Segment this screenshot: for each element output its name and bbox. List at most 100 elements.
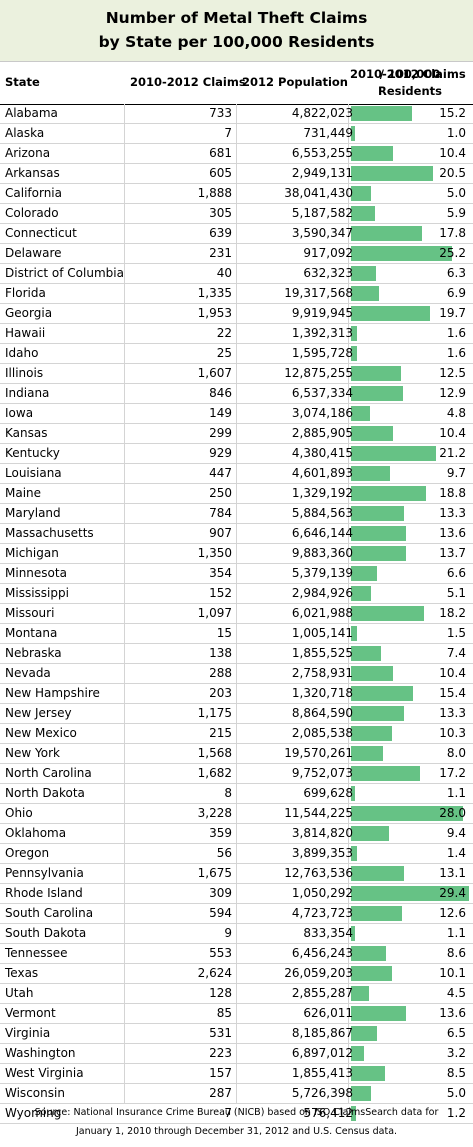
- rate-bar: [351, 1106, 356, 1121]
- state-cell: Utah: [5, 986, 34, 1000]
- claims-cell: 15: [216, 626, 232, 640]
- population-cell: 1,855,413: [291, 1066, 353, 1080]
- header-population: 2012 Population: [242, 75, 348, 89]
- population-cell: 26,059,203: [284, 966, 353, 980]
- claims-cell: 1,953: [197, 306, 232, 320]
- table-row: Indiana 846 6,537,334 12.9: [0, 384, 473, 404]
- claims-cell: 359: [209, 826, 232, 840]
- rate-cell: 7.4: [446, 646, 466, 660]
- claims-cell: 2,624: [197, 966, 232, 980]
- rate-bar: [351, 486, 426, 501]
- population-cell: 576,412: [303, 1106, 353, 1120]
- rate-cell: 25.2: [439, 246, 466, 260]
- claims-cell: 531: [209, 1026, 232, 1040]
- rate-bar: [351, 606, 424, 621]
- table-row: Minnesota 354 5,379,139 6.6: [0, 564, 473, 584]
- population-cell: 6,646,144: [291, 526, 353, 540]
- table-header: State 2010-2012 Claims 2012 Population 2…: [0, 61, 473, 105]
- table-row: New York 1,568 19,570,261 8.0: [0, 744, 473, 764]
- population-cell: 38,041,430: [284, 186, 353, 200]
- rate-cell: 3.2: [446, 1046, 466, 1060]
- claims-cell: 594: [209, 906, 232, 920]
- claims-cell: 1,097: [197, 606, 232, 620]
- population-cell: 1,855,525: [291, 646, 353, 660]
- claims-cell: 215: [209, 726, 232, 740]
- rate-bar: [351, 906, 402, 921]
- rate-cell: 4.5: [446, 986, 466, 1000]
- rate-cell: 12.5: [439, 366, 466, 380]
- population-cell: 833,354: [303, 926, 353, 940]
- claims-cell: 1,607: [197, 366, 232, 380]
- claims-cell: 354: [209, 566, 232, 580]
- claims-cell: 8: [224, 786, 232, 800]
- rate-bar: [351, 706, 404, 721]
- claims-cell: 639: [209, 226, 232, 240]
- table-row: Texas 2,624 26,059,203 10.1: [0, 964, 473, 984]
- rate-cell: 1.2: [446, 1106, 466, 1120]
- rate-bar: [351, 666, 393, 681]
- table-row: Mississippi 152 2,984,926 5.1: [0, 584, 473, 604]
- state-cell: Ohio: [5, 806, 33, 820]
- state-cell: Alaska: [5, 126, 45, 140]
- claims-cell: 1,350: [197, 546, 232, 560]
- table-row: Oklahoma 359 3,814,820 9.4: [0, 824, 473, 844]
- table-row: Rhode Island 309 1,050,292 29.4: [0, 884, 473, 904]
- rate-cell: 17.2: [439, 766, 466, 780]
- state-cell: West Virginia: [5, 1066, 84, 1080]
- rate-bar: [351, 1006, 406, 1021]
- rate-bar: [351, 506, 404, 521]
- rate-cell: 1.1: [446, 786, 466, 800]
- state-cell: Nevada: [5, 666, 51, 680]
- claims-cell: 784: [209, 506, 232, 520]
- state-cell: South Carolina: [5, 906, 94, 920]
- rate-bar: [351, 246, 452, 261]
- table-row: South Carolina 594 4,723,723 12.6: [0, 904, 473, 924]
- rate-cell: 1.0: [446, 126, 466, 140]
- rate-bar: [351, 206, 375, 221]
- table-row: New Mexico 215 2,085,538 10.3: [0, 724, 473, 744]
- table-row: Delaware 231 917,092 25.2: [0, 244, 473, 264]
- table-row: Nevada 288 2,758,931 10.4: [0, 664, 473, 684]
- rate-bar: [351, 726, 392, 741]
- state-cell: New Hampshire: [5, 686, 100, 700]
- table-row: Iowa 149 3,074,186 4.8: [0, 404, 473, 424]
- rate-cell: 28.0: [439, 806, 466, 820]
- rate-cell: 13.3: [439, 506, 466, 520]
- state-cell: Pennsylvania: [5, 866, 84, 880]
- claims-cell: 1,682: [197, 766, 232, 780]
- claims-cell: 149: [209, 406, 232, 420]
- state-cell: Iowa: [5, 406, 34, 420]
- table-row: Nebraska 138 1,855,525 7.4: [0, 644, 473, 664]
- header-claims: 2010-2012 Claims: [130, 75, 246, 89]
- rate-cell: 10.1: [439, 966, 466, 980]
- population-cell: 12,875,255: [284, 366, 353, 380]
- state-cell: Maine: [5, 486, 42, 500]
- rate-bar: [351, 866, 404, 881]
- state-cell: Kansas: [5, 426, 48, 440]
- state-cell: Montana: [5, 626, 58, 640]
- table-row: District of Columbia 40 632,323 6.3: [0, 264, 473, 284]
- rate-bar: [351, 546, 406, 561]
- rate-cell: 15.4: [439, 686, 466, 700]
- population-cell: 6,456,243: [291, 946, 353, 960]
- population-cell: 2,855,287: [291, 986, 353, 1000]
- rate-cell: 6.3: [446, 266, 466, 280]
- claims-cell: 929: [209, 446, 232, 460]
- claims-cell: 733: [209, 106, 232, 120]
- rate-bar: [351, 386, 403, 401]
- claims-cell: 1,175: [197, 706, 232, 720]
- table-row: Georgia 1,953 9,919,945 19.7: [0, 304, 473, 324]
- rate-bar: [351, 766, 420, 781]
- population-cell: 8,185,867: [291, 1026, 353, 1040]
- rate-cell: 19.7: [439, 306, 466, 320]
- rate-bar: [351, 226, 422, 241]
- state-cell: Vermont: [5, 1006, 56, 1020]
- state-cell: Texas: [5, 966, 39, 980]
- state-cell: South Dakota: [5, 926, 87, 940]
- state-cell: Indiana: [5, 386, 50, 400]
- rate-bar: [351, 846, 357, 861]
- population-cell: 3,899,353: [291, 846, 353, 860]
- claims-cell: 223: [209, 1046, 232, 1060]
- table-row: Utah 128 2,855,287 4.5: [0, 984, 473, 1004]
- claims-cell: 231: [209, 246, 232, 260]
